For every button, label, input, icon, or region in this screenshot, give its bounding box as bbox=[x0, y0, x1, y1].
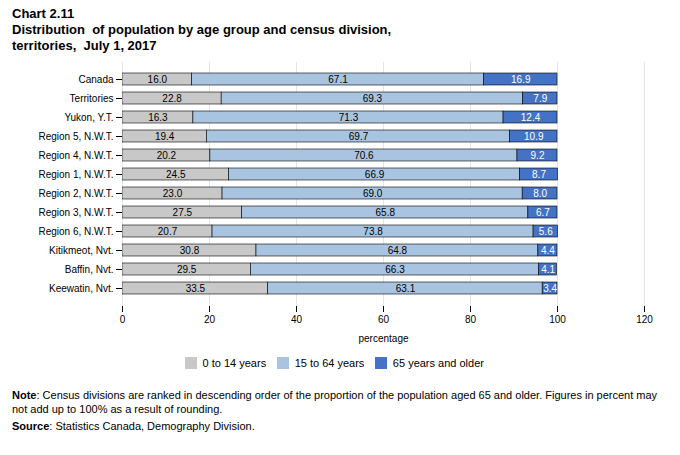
svg-text:8.7: 8.7 bbox=[532, 169, 546, 180]
html-text:Source: Statistics Canada, Dem: Source: Statistics Canada, Demography Di… bbox=[12, 419, 255, 432]
svg-text:Region 6, N.W.T.: Region 6, N.W.T. bbox=[38, 226, 113, 237]
svg-text:22.8: 22.8 bbox=[162, 93, 182, 104]
html-text:65 years and older: 65 years and older bbox=[392, 356, 484, 369]
svg-text:16.0: 16.0 bbox=[148, 74, 168, 85]
svg-text:9.2: 9.2 bbox=[531, 150, 545, 161]
svg-text:67.1: 67.1 bbox=[328, 74, 348, 85]
svg-text:16.3: 16.3 bbox=[148, 112, 168, 123]
svg-text:27.5: 27.5 bbox=[173, 207, 193, 218]
svg-text:Baffin, Nvt.: Baffin, Nvt. bbox=[65, 264, 114, 275]
svg-text:63.1: 63.1 bbox=[396, 283, 416, 294]
svg-text:5.6: 5.6 bbox=[539, 226, 553, 237]
svg-text:7.9: 7.9 bbox=[533, 93, 547, 104]
html-text:Note: Census divisions are ran: Note: Census divisions are ranked in des… bbox=[12, 388, 661, 415]
svg-text:Region 5, N.W.T.: Region 5, N.W.T. bbox=[38, 131, 113, 142]
svg-text:69.3: 69.3 bbox=[363, 93, 383, 104]
svg-text:71.3: 71.3 bbox=[339, 112, 359, 123]
svg-text:24.5: 24.5 bbox=[166, 169, 186, 180]
svg-text:120: 120 bbox=[636, 314, 653, 325]
svg-text:20: 20 bbox=[204, 314, 216, 325]
svg-text:69.7: 69.7 bbox=[349, 131, 369, 142]
svg-text:Region 2, N.W.T.: Region 2, N.W.T. bbox=[38, 188, 113, 199]
html-text:Distribution of population by: Distribution of population by age group … bbox=[12, 22, 392, 37]
svg-text:100: 100 bbox=[549, 314, 566, 325]
svg-text:73.8: 73.8 bbox=[363, 226, 383, 237]
svg-text:20.7: 20.7 bbox=[158, 226, 178, 237]
svg-text:Region 3, N.W.T.: Region 3, N.W.T. bbox=[38, 207, 113, 218]
svg-text:Kitikmeot, Nvt.: Kitikmeot, Nvt. bbox=[49, 245, 113, 256]
svg-text:Keewatin, Nvt.: Keewatin, Nvt. bbox=[49, 283, 113, 294]
svg-text:33.5: 33.5 bbox=[186, 283, 206, 294]
svg-text:Territories: Territories bbox=[70, 93, 114, 104]
svg-text:20.2: 20.2 bbox=[157, 150, 177, 161]
svg-text:6.7: 6.7 bbox=[536, 207, 550, 218]
svg-text:12.4: 12.4 bbox=[521, 112, 541, 123]
svg-text:80: 80 bbox=[465, 314, 477, 325]
svg-text:Canada: Canada bbox=[78, 74, 113, 85]
svg-text:69.0: 69.0 bbox=[363, 188, 383, 199]
svg-text:3.4: 3.4 bbox=[543, 283, 557, 294]
svg-text:Region 4, N.W.T.: Region 4, N.W.T. bbox=[38, 150, 113, 161]
svg-text:65.8: 65.8 bbox=[376, 207, 396, 218]
svg-text:4.1: 4.1 bbox=[541, 264, 555, 275]
svg-text:66.9: 66.9 bbox=[365, 169, 385, 180]
svg-text:4.4: 4.4 bbox=[541, 245, 555, 256]
html-text:15 to 64 years: 15 to 64 years bbox=[294, 356, 365, 369]
svg-text:Yukon, Y.T.: Yukon, Y.T. bbox=[64, 112, 113, 123]
svg-text:8.0: 8.0 bbox=[533, 188, 547, 199]
svg-text:40: 40 bbox=[291, 314, 303, 325]
svg-text:60: 60 bbox=[378, 314, 390, 325]
svg-text:64.8: 64.8 bbox=[388, 245, 408, 256]
svg-text:19.4: 19.4 bbox=[155, 131, 175, 142]
html-text:territories, July 1, 2017: territories, July 1, 2017 bbox=[12, 38, 157, 53]
svg-text:0: 0 bbox=[120, 314, 126, 325]
html-text:Chart 2.11: Chart 2.11 bbox=[12, 6, 75, 21]
svg-text:16.9: 16.9 bbox=[511, 74, 531, 85]
html-text:0 to 14 years: 0 to 14 years bbox=[202, 356, 267, 369]
svg-text:66.3: 66.3 bbox=[385, 264, 405, 275]
svg-text:percentage: percentage bbox=[358, 333, 408, 344]
svg-text:Region 1, N.W.T.: Region 1, N.W.T. bbox=[38, 169, 113, 180]
svg-text:10.9: 10.9 bbox=[524, 131, 544, 142]
svg-text:23.0: 23.0 bbox=[163, 188, 183, 199]
svg-text:30.8: 30.8 bbox=[180, 245, 200, 256]
svg-text:70.6: 70.6 bbox=[354, 150, 374, 161]
svg-text:29.5: 29.5 bbox=[177, 264, 197, 275]
